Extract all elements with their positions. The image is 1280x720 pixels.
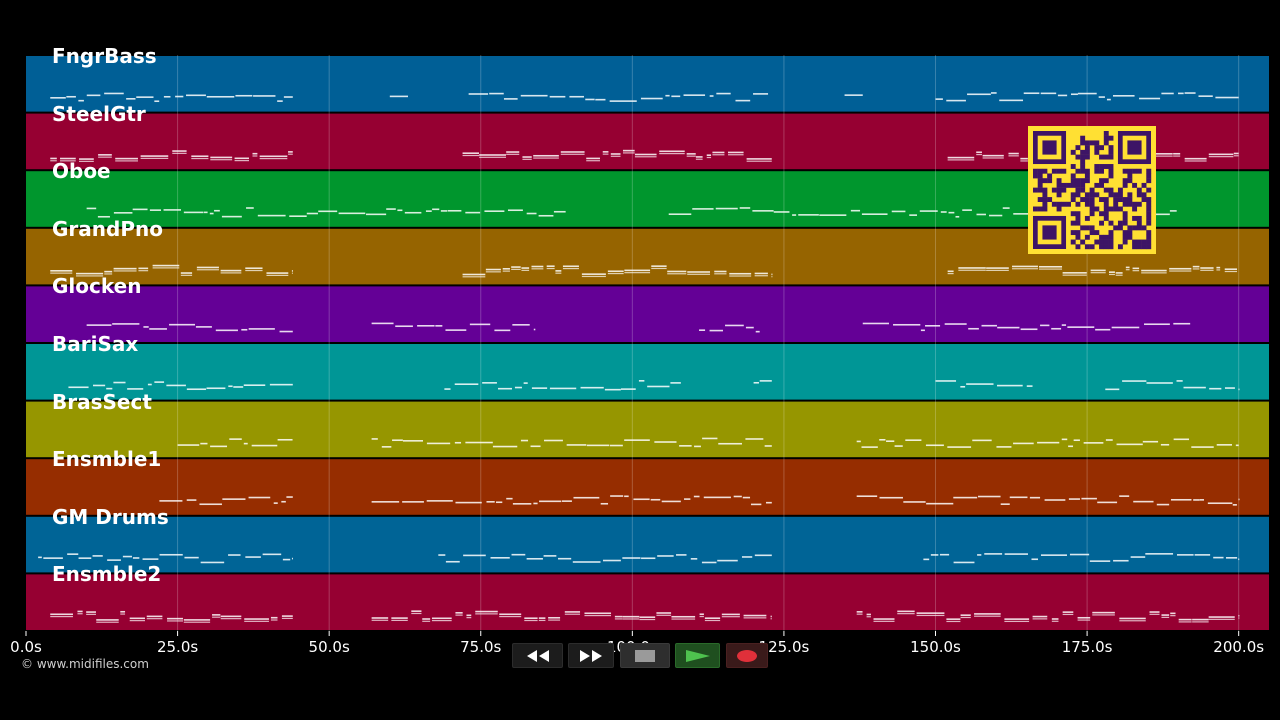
time-tick-label: 25.0s: [156, 638, 199, 656]
qr-code: [1028, 126, 1156, 254]
record-button[interactable]: [726, 643, 768, 668]
record-icon: [737, 649, 757, 662]
copyright-text: © www.midifiles.com: [21, 657, 149, 671]
track-label: Oboe: [52, 159, 111, 184]
track-lane-glocken: [26, 286, 1269, 342]
note-layer: [38, 92, 1240, 623]
track-label: GM Drums: [52, 504, 169, 529]
time-tick-label: 150.0s: [910, 638, 961, 656]
fast-forward-button[interactable]: [568, 643, 614, 668]
track-label: BariSax: [52, 332, 139, 356]
time-tick-label: 175.0s: [1061, 638, 1113, 656]
track-label: BrasSect: [52, 389, 152, 414]
time-tick-label: 75.0s: [460, 638, 502, 656]
track-lane-fngrbass: [26, 56, 1269, 112]
track-lane-barisax: [26, 344, 1269, 400]
track-lane-gm-drums: [26, 516, 1269, 573]
track-lane-brassect: [26, 401, 1269, 458]
stop-button[interactable]: [620, 643, 670, 668]
rewind-icon: [526, 649, 549, 662]
track-lane-ensmble2: [26, 574, 1269, 630]
time-tick-label: 125.0s: [758, 638, 810, 656]
rewind-button[interactable]: [512, 643, 563, 668]
stop-icon: [635, 649, 655, 662]
time-tick-label: 50.0s: [308, 638, 350, 656]
track-lane-ensmble1: [26, 459, 1269, 515]
play-button[interactable]: [675, 643, 720, 668]
track-label: Glocken: [52, 274, 142, 299]
track-label: GrandPno: [52, 216, 163, 241]
track-label: FngrBass: [52, 44, 157, 68]
track-label: SteelGtr: [52, 101, 146, 126]
track-label: Ensmble2: [52, 562, 162, 587]
track-label: Ensmble1: [52, 447, 162, 472]
time-tick-label: 0.0s: [10, 638, 42, 656]
play-icon: [685, 649, 710, 662]
time-tick-label: 200.0s: [1213, 638, 1265, 656]
fast-forward-icon: [580, 649, 602, 662]
